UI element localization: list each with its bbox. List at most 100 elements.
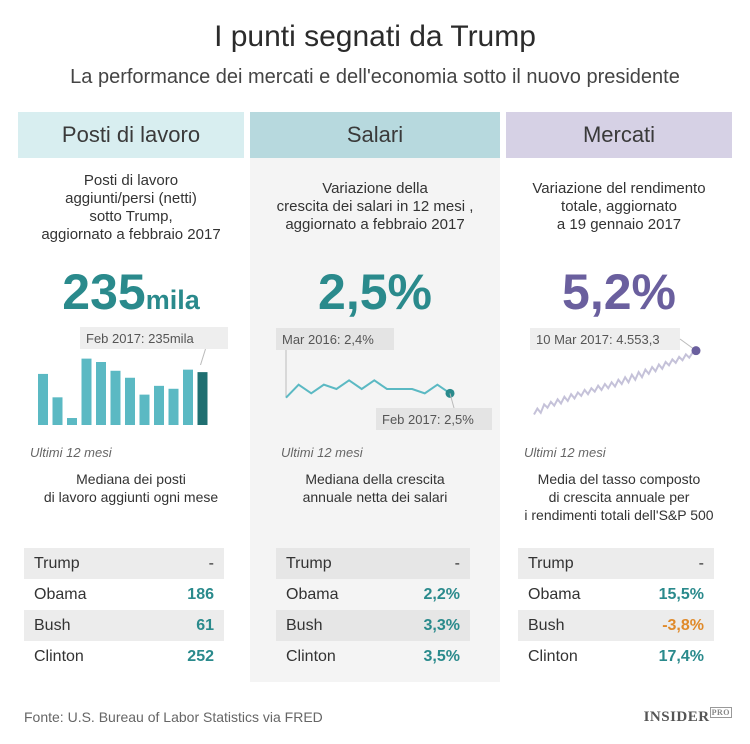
metric-description-posti: Mediana dei posti di lavoro aggiunti ogn… <box>18 470 244 506</box>
description-salari: Variazione della crescita dei salari in … <box>250 180 500 234</box>
market-annotation-label: 10 Mar 2017: 4.553,3 <box>536 332 660 347</box>
president-value: 15,5% <box>658 586 704 603</box>
metric-line: i rendimenti totali dell'S&P 500 <box>524 507 714 523</box>
bar-annotation-label: Feb 2017: 235mila <box>86 331 194 346</box>
president-value: - <box>698 555 704 572</box>
metric-line: di crescita annuale per <box>548 489 690 505</box>
president-value: 3,5% <box>423 648 460 665</box>
annotation-box <box>276 328 394 350</box>
president-value: 61 <box>196 617 214 634</box>
market-line-chart: 10 Mar 2017: 4.553,3 <box>530 328 701 416</box>
metric-line: Mediana dei posti <box>76 471 186 487</box>
table-row: Bush 3,3% <box>276 610 470 641</box>
president-name: Obama <box>528 586 581 603</box>
bar <box>110 370 121 425</box>
bar <box>139 394 150 425</box>
big-value-mercati: 5,2% <box>562 264 676 320</box>
bar <box>183 369 193 425</box>
period-label-mercati: Ultimi 12 mesi <box>524 445 606 460</box>
wages-line-chart: Mar 2016: 2,4% Feb 2017: 2,5% <box>276 328 492 430</box>
comparison-table-salari: Trump - Obama 2,2% Bush 3,3% Clinton 3,5% <box>276 548 470 672</box>
description-line: crescita dei salari in 12 mesi , <box>276 198 474 215</box>
page-subtitle: La performance dei mercati e dell'econom… <box>70 66 680 88</box>
annotation-box <box>530 328 680 350</box>
description-posti: Posti di lavoro aggiunti/persi (netti) s… <box>18 172 244 244</box>
annotation-leader <box>449 393 455 409</box>
comparison-table-posti: Trump - Obama 186 Bush 61 Clinton 252 <box>24 548 224 672</box>
president-value: 252 <box>187 648 214 665</box>
wages-series-line <box>285 379 451 399</box>
description-line: aggiornato a febbraio 2017 <box>285 216 465 233</box>
description-line: sotto Trump, <box>89 208 173 225</box>
table-row: Bush -3,8% <box>518 610 714 641</box>
metric-description-salari: Mediana della crescita annuale netta dei… <box>250 470 500 506</box>
president-value: 3,3% <box>423 617 460 634</box>
president-name: Trump <box>34 555 80 572</box>
description-line: aggiornato a febbraio 2017 <box>41 226 221 243</box>
description-line: Variazione della <box>322 180 428 197</box>
table-row: Obama 15,5% <box>518 579 714 610</box>
period-label-posti: Ultimi 12 mesi <box>30 445 112 460</box>
table-row: Trump - <box>276 548 470 579</box>
president-name: Clinton <box>528 648 578 665</box>
logo-text: INSIDER <box>643 709 710 725</box>
big-number: 235 <box>62 264 146 320</box>
description-line: aggiunti/persi (netti) <box>65 190 197 207</box>
table-row: Clinton 252 <box>24 641 224 672</box>
president-value: 17,4% <box>658 648 704 665</box>
annotation-box <box>376 408 492 430</box>
description-line: Posti di lavoro <box>83 172 179 189</box>
description-line: totale, aggiornato <box>561 198 677 215</box>
table-row: Clinton 3,5% <box>276 641 470 672</box>
bar <box>125 377 135 425</box>
big-value-posti: 235mila <box>18 262 244 330</box>
salari-panel-background <box>250 112 500 682</box>
bar <box>81 358 92 425</box>
line-annotation-start: Mar 2016: 2,4% <box>282 332 374 347</box>
period-label-salari: Ultimi 12 mesi <box>281 445 363 460</box>
market-series-line <box>533 349 697 416</box>
annotation-leader <box>200 348 206 366</box>
table-row: Bush 61 <box>24 610 224 641</box>
table-row: Trump - <box>24 548 224 579</box>
president-name: Obama <box>286 586 339 603</box>
president-name: Trump <box>528 555 574 572</box>
bar <box>67 418 77 425</box>
big-unit: mila <box>145 285 200 315</box>
header-posti-di-lavoro: Posti di lavoro <box>18 112 244 158</box>
table-row: Obama 2,2% <box>276 579 470 610</box>
president-value: - <box>208 555 214 572</box>
bar <box>168 388 179 425</box>
metric-description-mercati: Media del tasso composto di crescita ann… <box>506 470 732 524</box>
president-value: 186 <box>187 586 214 603</box>
metric-line: Mediana della crescita <box>305 471 445 487</box>
header-mercati: Mercati <box>506 112 732 158</box>
bar <box>96 362 106 425</box>
metric-line: Media del tasso composto <box>537 471 701 487</box>
president-name: Clinton <box>286 648 336 665</box>
table-row: Clinton 17,4% <box>518 641 714 672</box>
bar <box>197 372 208 425</box>
header-salari: Salari <box>250 112 500 158</box>
president-name: Clinton <box>34 648 84 665</box>
insider-pro-logo: INSIDER PRO <box>643 707 732 726</box>
president-name: Trump <box>286 555 332 572</box>
president-name: Bush <box>34 617 71 634</box>
table-row: Trump - <box>518 548 714 579</box>
comparison-table-mercati: Trump - Obama 15,5% Bush -3,8% Clinton 17,4% <box>518 548 714 672</box>
last-point-marker <box>691 346 701 356</box>
page-title: I punti segnati da Trump <box>214 20 536 53</box>
president-value: -3,8% <box>662 617 704 634</box>
annotation-box <box>80 327 228 349</box>
line-annotation-end: Feb 2017: 2,5% <box>382 412 474 427</box>
big-value-salari: 2,5% <box>318 264 432 320</box>
bar <box>154 385 164 425</box>
jobs-bar-chart: Feb 2017: 235mila <box>38 327 228 425</box>
president-value: - <box>454 555 460 572</box>
description-line: a 19 gennaio 2017 <box>556 216 682 233</box>
president-name: Bush <box>528 617 565 634</box>
metric-line: di lavoro aggiunti ogni mese <box>43 489 219 505</box>
logo-badge: PRO <box>709 707 732 718</box>
description-mercati: Variazione del rendimento totale, aggior… <box>506 180 732 234</box>
president-name: Bush <box>286 617 323 634</box>
